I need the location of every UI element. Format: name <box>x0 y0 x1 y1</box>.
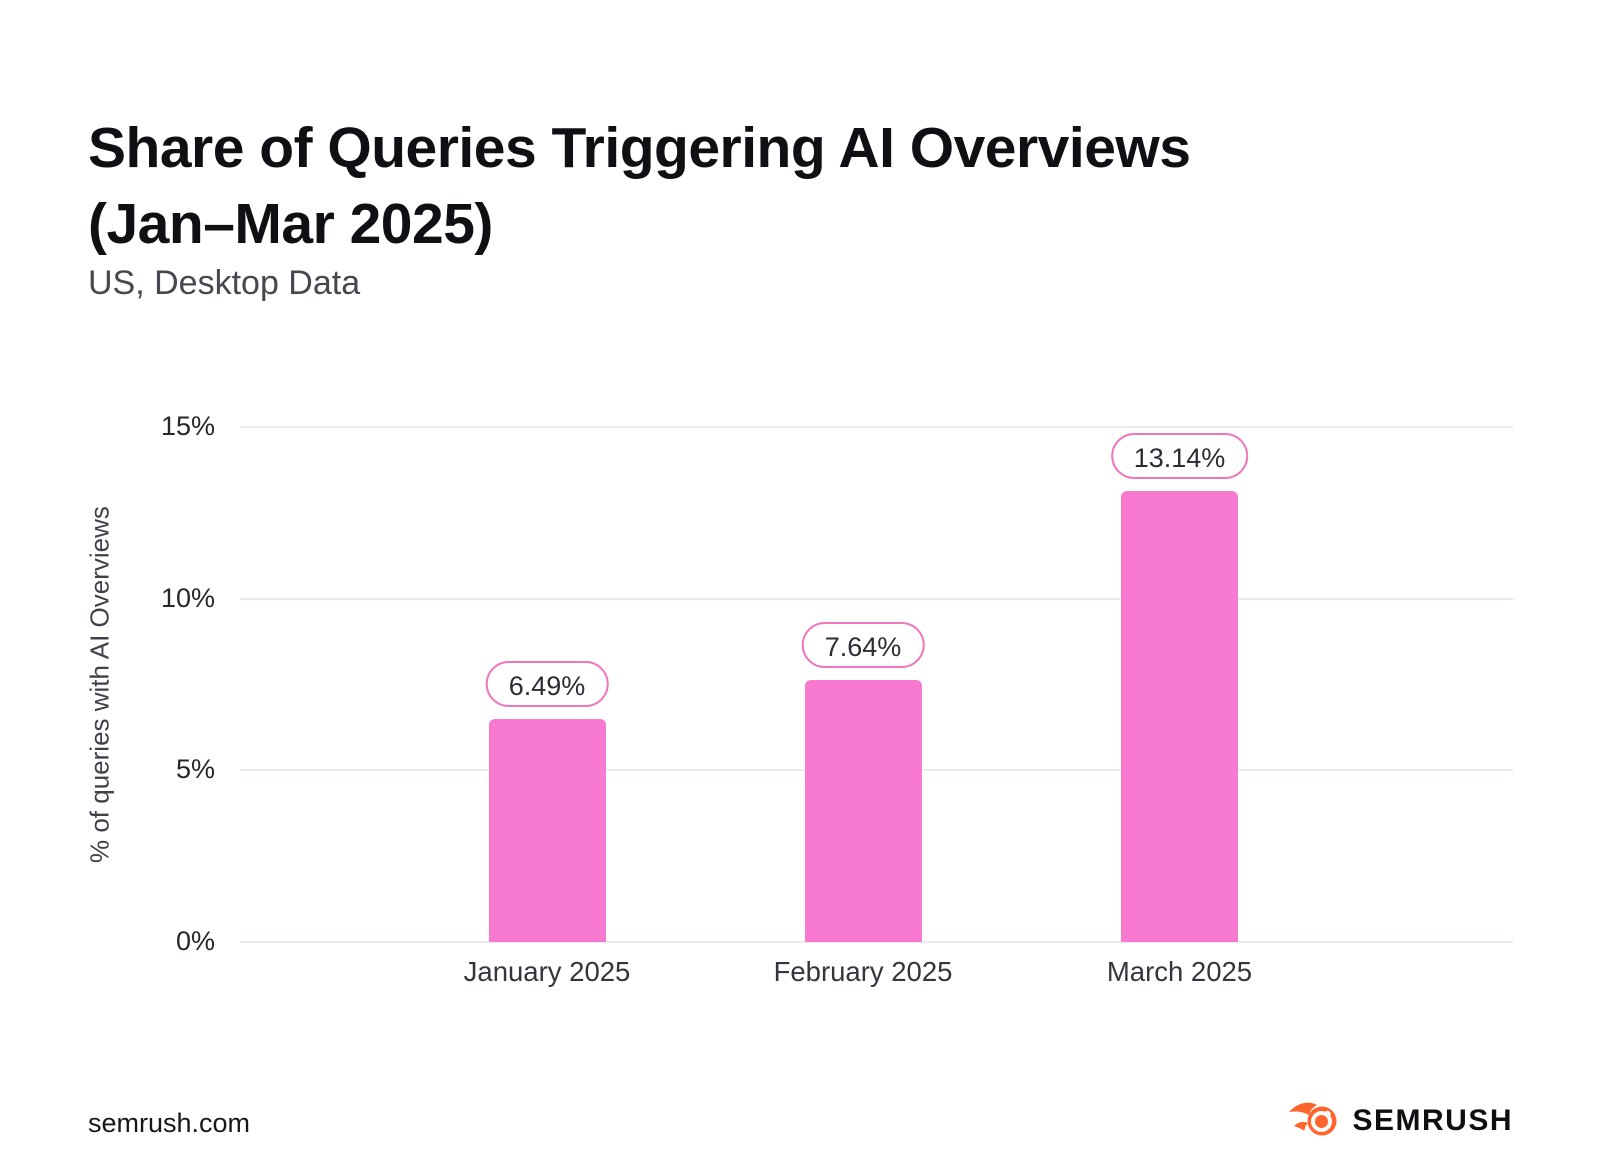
y-axis-title: % of queries with AI Overviews <box>84 506 115 863</box>
source-url-text: semrush.com <box>88 1108 251 1138</box>
bar-february-2025 <box>804 679 922 942</box>
bar-january-2025 <box>488 719 606 942</box>
y-tick-label-0%: 0% <box>175 926 215 956</box>
semrush-logo-text: SEMRUSH <box>1352 1104 1513 1137</box>
gridline-15% <box>240 426 1513 428</box>
gridline-0% <box>240 941 1513 943</box>
y-tick-label-15%: 15% <box>160 411 215 441</box>
x-axis-label-january-2025: January 2025 <box>463 956 631 987</box>
x-axis-label-march-2025: March 2025 <box>1106 956 1253 987</box>
semrush-fireball-icon <box>1289 1102 1337 1136</box>
page-title-line1: Share of Queries Triggering AI Overviews <box>88 116 1191 181</box>
bar-march-2025 <box>1121 490 1238 942</box>
value-label-february-2025: 7.64% <box>801 621 925 668</box>
value-label-march-2025: 13.14% <box>1110 432 1249 479</box>
page-title: Share of Queries Triggering AI Overviews… <box>88 110 1488 262</box>
y-tick-label-10%: 10% <box>160 582 215 613</box>
value-label-january-2025: 6.49% <box>485 661 609 708</box>
gridline-10% <box>240 597 1513 600</box>
chart-subtitle: US, Desktop Data <box>88 264 361 302</box>
bar-chart-plot-area: 6.49% January 2025 7.64% February 2025 13.14… <box>240 426 1513 987</box>
x-axis-label-february-2025: February 2025 <box>773 956 953 987</box>
semrush-logo: SEMRUSH <box>1287 1098 1513 1144</box>
y-tick-label-5%: 5% <box>175 754 215 785</box>
page-title-line2: (Jan–Mar 2025) <box>88 192 493 257</box>
